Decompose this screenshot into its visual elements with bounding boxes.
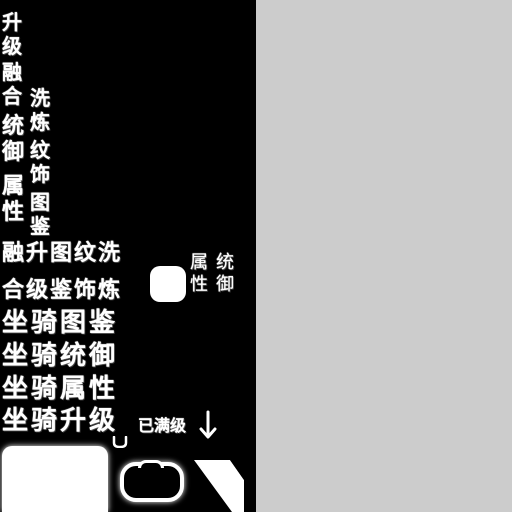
texture-atlas: 升级 融合 统御 属性 洗炼 纹饰 图鉴 融升图纹洗 合级鉴饰炼 属性 统御 坐… bbox=[2, 10, 244, 512]
white-panel-sprite bbox=[2, 446, 108, 512]
glyph-tong-yu-small: 统御 bbox=[216, 252, 234, 295]
glyph-shu-xing-small: 属性 bbox=[190, 252, 208, 295]
mount-codex-label: 坐骑图鉴 bbox=[2, 308, 119, 338]
glyph-tong-yu: 统御 bbox=[2, 114, 25, 166]
frame-icon bbox=[120, 460, 184, 502]
mount-attributes-label: 坐骑属性 bbox=[2, 374, 119, 404]
max-level-label: 已满级 bbox=[138, 416, 187, 435]
glyph-row-bottom: 合级鉴饰炼 bbox=[2, 278, 123, 303]
hook-icon bbox=[112, 436, 128, 448]
glyph-shu-xing: 属性 bbox=[2, 174, 25, 226]
glyph-rong-he: 融合 bbox=[2, 60, 22, 108]
mount-command-label: 坐骑统御 bbox=[2, 341, 119, 371]
glyph-wen-shi: 纹饰 bbox=[30, 138, 50, 186]
empty-texture-area bbox=[256, 0, 512, 512]
down-arrow-icon bbox=[199, 410, 217, 439]
glyph-xi-lian: 洗炼 bbox=[30, 86, 50, 134]
mount-upgrade-label: 坐骑升级 bbox=[2, 406, 119, 436]
round-square-sprite bbox=[150, 266, 186, 302]
glyph-sheng-ji: 升级 bbox=[2, 10, 22, 58]
glyph-row-top: 融升图纹洗 bbox=[2, 241, 123, 266]
corner-slash-icon bbox=[194, 460, 244, 512]
glyph-tu-jian: 图鉴 bbox=[30, 190, 50, 238]
